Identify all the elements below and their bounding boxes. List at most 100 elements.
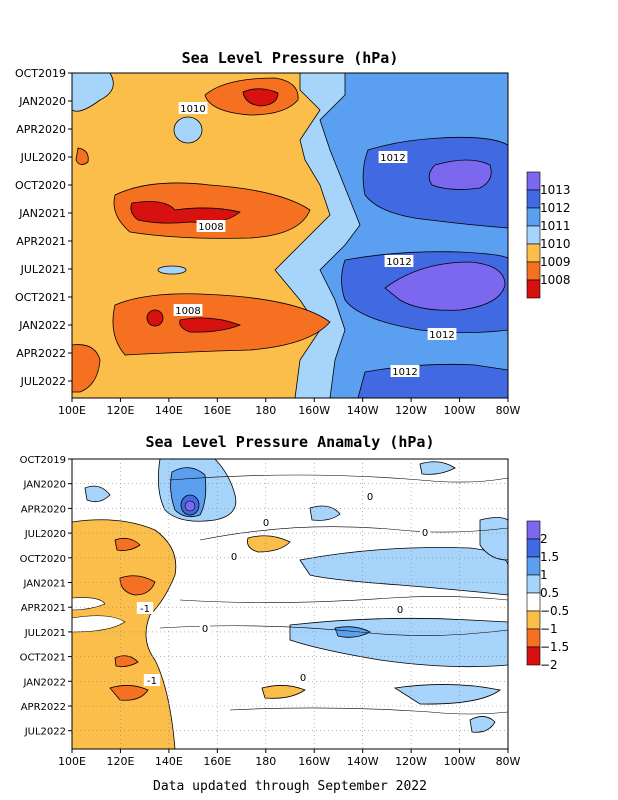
contour-label-bg	[390, 365, 420, 377]
bottom-fill-pos-i	[393, 684, 501, 705]
contour-label: 0	[397, 605, 403, 616]
bottom-fill-pos-f	[299, 547, 508, 596]
y-tick-label: JUL2020	[20, 151, 66, 164]
contour-label: 1010	[180, 104, 205, 115]
legend-label: 0.5	[540, 586, 559, 600]
y-tick-label: APR2021	[16, 235, 66, 248]
contour-label: 0	[367, 492, 373, 503]
footer-note: Data updated through September 2022	[153, 779, 427, 794]
legend-swatch	[526, 171, 541, 191]
x-tick-label: 80W	[496, 755, 521, 768]
legend-swatch	[526, 556, 541, 576]
top-legend: 1013 1012 1011 1010 1009 1008	[526, 171, 571, 299]
y-tick-label: APR2022	[16, 347, 66, 360]
top-fill-1008-e	[75, 147, 89, 165]
x-tick-label: 160W	[298, 755, 330, 768]
x-tick-label: 120W	[395, 404, 427, 417]
bottom-fill-pos-d	[184, 500, 196, 512]
x-tick-label: 160E	[203, 755, 231, 768]
contour-label-bg	[419, 526, 431, 538]
y-tick-label: JAN2022	[18, 319, 66, 332]
x-tick-label: 140W	[347, 404, 379, 417]
top-frame	[71, 72, 509, 399]
top-fill-1013-a	[428, 159, 492, 190]
bottom-gap-b	[72, 615, 126, 633]
legend-swatch	[526, 628, 541, 648]
legend-label: 1010	[540, 237, 571, 251]
bottom-fill-neg-core-a	[119, 575, 156, 596]
bottom-fill-neg-west	[72, 519, 177, 749]
bottom-zero-line-d	[169, 474, 508, 483]
top-fill-core-d	[146, 309, 164, 327]
legend-swatch	[526, 610, 541, 630]
y-tick-label: JUL2022	[20, 375, 66, 388]
y-tick-label: OCT2020	[20, 554, 66, 565]
contour-label: 0	[202, 624, 208, 635]
x-tick-label: 160W	[298, 404, 330, 417]
bottom-fill-neg-core-b	[109, 685, 149, 701]
bottom-axes: 100E 120E 140E 160E 180 160W 140W 120W 100W 80W OC…	[20, 455, 521, 768]
contour-label-bg	[196, 220, 226, 232]
legend-label: 1012	[540, 201, 571, 215]
legend-swatch	[526, 574, 541, 594]
bottom-frame	[71, 458, 509, 750]
contour-label: 1008	[198, 222, 223, 233]
y-tick-label: JAN2022	[22, 677, 66, 688]
y-tick-label: JUL2020	[24, 529, 66, 540]
contour-label: -1	[147, 676, 157, 687]
y-tick-label: JUL2021	[20, 263, 66, 276]
y-tick-label: OCT2019	[15, 67, 66, 80]
legend-label: 1013	[540, 183, 571, 197]
contour-label: 1012	[380, 153, 405, 164]
x-tick-label: 120E	[106, 404, 134, 417]
bottom-zero-line-b	[159, 625, 508, 636]
x-tick-label: 140E	[155, 755, 183, 768]
legend-label: 1	[540, 568, 548, 582]
top-fill-core-a	[242, 88, 279, 107]
y-tick-label: APR2020	[16, 123, 66, 136]
legend-swatch	[526, 261, 541, 281]
top-plot-area: 1010 1012 1008 1012 1008 1012 1012	[71, 72, 509, 399]
legend-label: 2	[540, 532, 548, 546]
x-tick-label: 100W	[444, 404, 476, 417]
bottom-plot-area: 0 0 0 0 -1 0 0 -1 0	[71, 458, 509, 750]
legend-swatch	[526, 279, 541, 299]
legend-label: −1	[540, 622, 558, 636]
legend-swatch	[526, 225, 541, 245]
y-tick-label: JAN2021	[18, 207, 66, 220]
bottom-zero-line-a	[199, 526, 508, 541]
bottom-chart-title: Sea Level Pressure Anamaly (hPa)	[146, 433, 435, 451]
contour-label-bg	[384, 255, 414, 267]
x-tick-label: 100E	[58, 755, 86, 768]
x-tick-label: 140W	[347, 755, 379, 768]
bottom-fill-neg-b	[247, 535, 291, 553]
legend-swatch	[526, 189, 541, 209]
y-tick-label: APR2020	[21, 504, 66, 515]
x-tick-label: 100E	[58, 404, 86, 417]
y-tick-label: APR2022	[21, 702, 66, 713]
legend-label: 1009	[540, 255, 571, 269]
top-fill-core-c	[179, 317, 242, 333]
y-tick-label: JUL2021	[24, 628, 66, 639]
bottom-fill-pos-m	[479, 517, 508, 561]
x-tick-label: 120W	[395, 755, 427, 768]
top-axes: 100E 120E 140E 160E 180 160W 140W 120W 100W 80W OC…	[15, 67, 521, 417]
legend-label: −1.5	[540, 640, 569, 654]
bottom-fill-neg-c	[261, 685, 306, 699]
y-tick-label: APR2021	[21, 603, 66, 614]
contour-label: 1012	[386, 257, 411, 268]
bottom-fill-neg-core-d	[114, 655, 139, 667]
legend-swatch	[526, 646, 541, 666]
legend-swatch	[526, 207, 541, 227]
x-tick-label: 180	[255, 404, 276, 417]
contour-label-bg	[143, 674, 161, 686]
contour-label-bg	[173, 304, 203, 316]
contour-label: 0	[263, 518, 269, 529]
top-fill-1012-c	[357, 363, 508, 398]
x-tick-label: 180	[255, 755, 276, 768]
legend-swatch	[526, 592, 541, 612]
legend-label: 1.5	[540, 550, 559, 564]
legend-label: 1011	[540, 219, 571, 233]
y-tick-label: OCT2021	[15, 291, 66, 304]
